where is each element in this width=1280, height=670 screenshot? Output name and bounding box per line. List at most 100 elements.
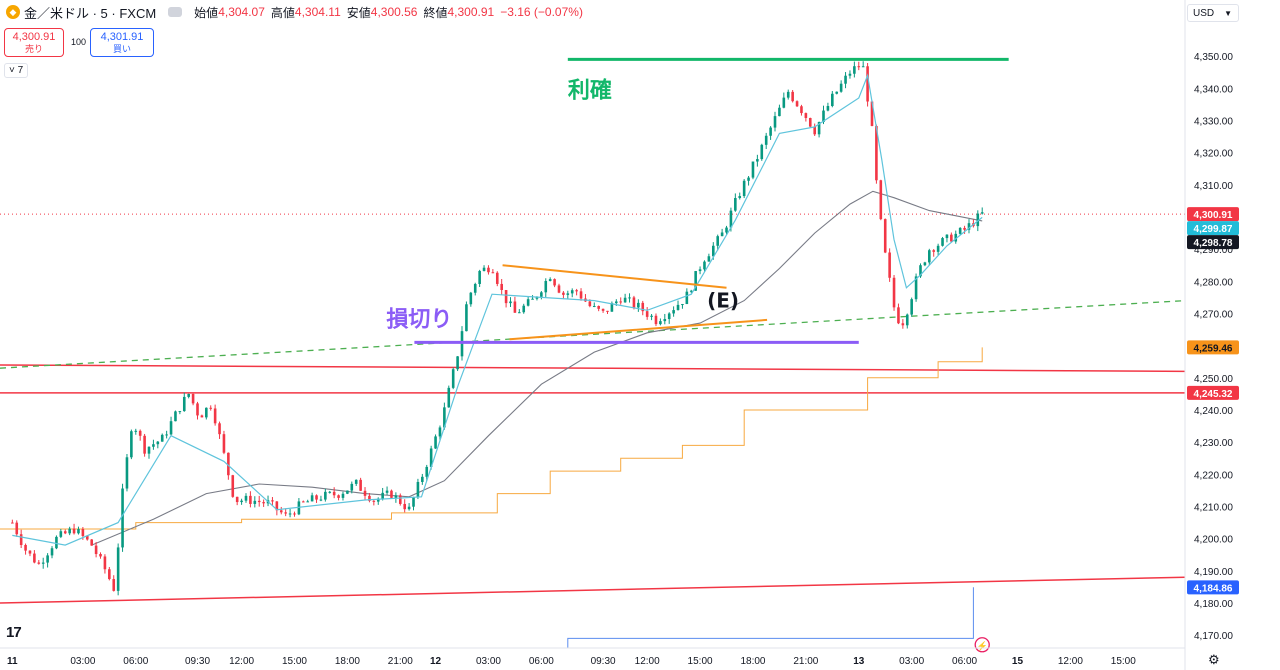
y-tick-label: 4,230.00	[1194, 438, 1233, 449]
candle-body	[447, 387, 451, 408]
y-tick-label: 4,210.00	[1194, 502, 1233, 513]
candle-body	[363, 490, 367, 496]
candle-body	[632, 297, 636, 308]
tradingview-logo[interactable]: 17	[6, 624, 22, 641]
candle-body	[288, 513, 292, 515]
x-tick-label: 09:30	[591, 656, 616, 667]
candle-body	[235, 496, 239, 503]
candle-body	[205, 407, 208, 418]
candle-body	[716, 236, 720, 246]
candle-body	[570, 290, 574, 294]
candle-body	[390, 490, 393, 498]
candle-body	[826, 106, 830, 111]
candle-body	[888, 252, 891, 278]
x-tick-label: 12:00	[1058, 656, 1083, 667]
lightning-glyph: ⚡	[977, 640, 988, 652]
y-tick-label: 4,240.00	[1194, 406, 1233, 417]
buy-button[interactable]: 4,301.91 買い	[90, 28, 154, 57]
ema-line	[12, 73, 983, 546]
candle-body	[11, 522, 14, 524]
candle-body	[738, 196, 742, 199]
red-trendline	[0, 576, 1186, 604]
candle-body	[659, 321, 662, 325]
high-value: 4,304.11	[294, 5, 341, 19]
candle-body	[174, 411, 177, 422]
candle-body	[879, 180, 883, 220]
candle-body	[623, 297, 627, 303]
y-tick-label: 4,190.00	[1194, 567, 1233, 578]
open-value: 4,304.07	[218, 5, 265, 19]
candle-body	[976, 213, 980, 227]
symbol-header: ◆ 金／米ドル · 5 · FXCM 始値 4,304.07 高値 4,304.11…	[0, 0, 583, 24]
candle-body	[980, 212, 984, 214]
candle-body	[883, 219, 887, 253]
candle-body	[954, 233, 958, 242]
gear-icon[interactable]: ⚙	[1208, 652, 1220, 667]
candle-body	[619, 301, 623, 303]
candle-body	[897, 307, 900, 324]
candle-body	[941, 238, 944, 246]
x-tick-label: 18:00	[335, 656, 360, 667]
candle-body	[526, 299, 530, 306]
x-tick-label: 12	[430, 656, 442, 667]
y-tick-label: 4,340.00	[1194, 84, 1233, 95]
x-tick-label: 06:00	[123, 656, 148, 667]
candle-body	[143, 435, 146, 454]
x-tick-label: 15:00	[282, 656, 307, 667]
candle-body	[315, 495, 318, 500]
candle-body	[209, 407, 213, 409]
candle-body	[108, 569, 111, 580]
candle-body	[645, 311, 649, 317]
triangle-upper-line	[502, 264, 727, 289]
x-tick-label: 15:00	[1111, 656, 1136, 667]
green-dashed-trendline	[0, 299, 1186, 369]
candle-body	[394, 495, 398, 498]
price-label-tag	[1187, 340, 1239, 355]
symbol-title[interactable]: 金／米ドル · 5 · FXCM	[24, 5, 157, 21]
candle-body	[350, 483, 354, 491]
x-tick-label: 21:00	[388, 656, 413, 667]
currency-selector[interactable]: USD ▼	[1187, 4, 1239, 22]
candle-body	[482, 267, 486, 271]
candle-body	[368, 495, 371, 501]
close-value: 4,300.91	[447, 5, 495, 19]
price-label-tag	[1187, 385, 1239, 400]
sell-button[interactable]: 4,300.91 売り	[4, 28, 64, 57]
candle-body	[756, 159, 759, 162]
candle-body	[857, 66, 861, 68]
indicator-toggle-button[interactable]: ˅ 7	[4, 63, 29, 78]
candle-body	[279, 510, 283, 513]
change-value: −3.16 (−0.07%)	[500, 5, 583, 19]
candle-body	[275, 501, 279, 511]
x-tick-label: 09:30	[185, 656, 210, 667]
candle-body	[125, 457, 129, 489]
candle-body	[928, 250, 931, 263]
candle-body	[495, 272, 499, 284]
candle-body	[302, 501, 305, 503]
candle-body	[77, 529, 80, 534]
candle-body	[592, 306, 596, 308]
candle-body	[637, 302, 640, 308]
candle-body	[751, 161, 755, 178]
candle-body	[478, 270, 481, 284]
candle-body	[919, 265, 922, 277]
y-tick-label: 4,220.00	[1194, 470, 1233, 481]
x-tick-label: 06:00	[952, 656, 977, 667]
candle-body	[68, 528, 71, 534]
candle-body	[231, 475, 235, 497]
candle-body	[72, 528, 76, 534]
candle-body	[99, 554, 102, 557]
candle-body	[800, 106, 803, 114]
low-value: 4,300.56	[370, 5, 418, 19]
candle-body	[791, 91, 794, 102]
sma-line	[91, 190, 983, 546]
low-label: 安値	[346, 5, 371, 20]
y-tick-label: 4,270.00	[1194, 309, 1233, 320]
candle-body	[615, 301, 618, 304]
candle-body	[200, 415, 204, 418]
y-tick-label: 4,350.00	[1194, 52, 1233, 63]
candle-body	[412, 497, 415, 507]
candle-body	[81, 529, 85, 536]
candle-body	[346, 490, 349, 494]
